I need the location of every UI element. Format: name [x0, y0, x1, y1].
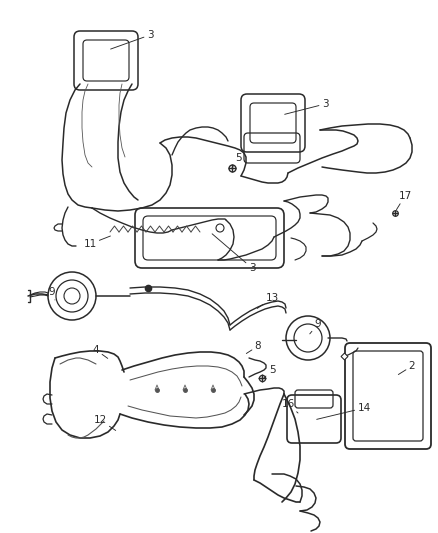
- Text: 9: 9: [310, 319, 321, 334]
- Text: 5: 5: [232, 153, 241, 168]
- Text: 14: 14: [317, 403, 371, 419]
- Text: 9: 9: [49, 287, 55, 300]
- Text: 13: 13: [257, 293, 279, 309]
- Text: 3: 3: [285, 99, 328, 114]
- Text: 17: 17: [396, 191, 412, 209]
- Text: 3: 3: [111, 30, 153, 49]
- Text: 11: 11: [83, 236, 110, 249]
- Text: 2: 2: [398, 361, 415, 375]
- Text: 5: 5: [264, 365, 276, 378]
- Text: 3: 3: [212, 234, 255, 273]
- Text: 16: 16: [281, 399, 298, 413]
- Text: 8: 8: [246, 341, 261, 353]
- Text: 4: 4: [93, 345, 108, 358]
- Text: 12: 12: [93, 415, 116, 431]
